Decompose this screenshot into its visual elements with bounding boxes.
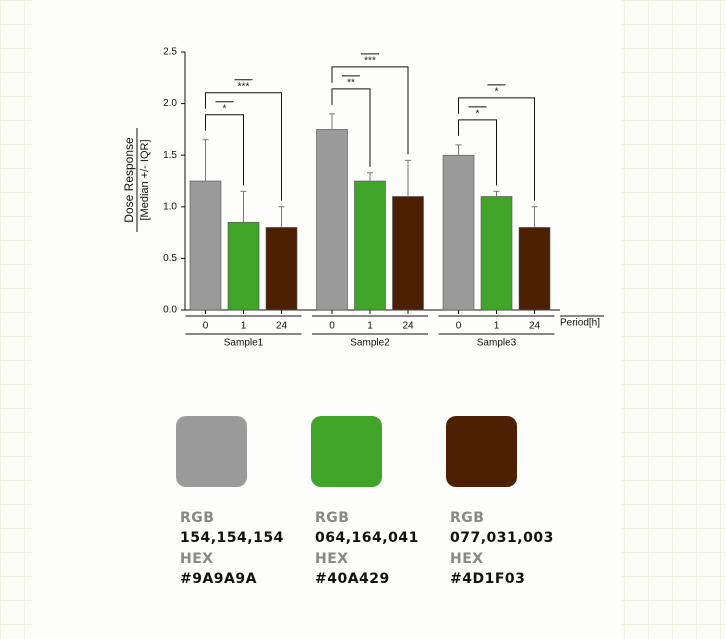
group-label: Sample3 (477, 338, 517, 349)
y-tick-label: 1.5 (163, 150, 177, 161)
period-label: 24 (529, 321, 541, 332)
y-tick-label: 0.0 (163, 305, 177, 316)
hex-label: HEX (450, 551, 484, 567)
y-label-group: Dose Response [Median +/- IQR] (122, 128, 151, 232)
period-label: 24 (276, 321, 288, 332)
bar (189, 180, 222, 311)
bar (518, 227, 551, 311)
bar (354, 180, 386, 311)
bar (480, 196, 513, 311)
significance-label: ** (347, 78, 355, 89)
significance-bracket (205, 114, 244, 186)
bar (265, 227, 298, 311)
period-label: 24 (402, 321, 414, 332)
swatch (446, 416, 517, 487)
y-tick-label: 2.5 (163, 47, 177, 58)
bar (227, 221, 260, 311)
period-label: 0 (456, 321, 462, 332)
bar (442, 154, 475, 311)
group-label: Sample1 (224, 338, 264, 349)
significance-label: *** (238, 81, 250, 92)
swatch (311, 416, 382, 487)
swatch (176, 416, 247, 487)
significance-label: * (476, 109, 480, 120)
rgb-value: 154,154,154 (180, 530, 284, 546)
rgb-label: RGB (315, 510, 349, 526)
hex-value: #4D1F03 (450, 571, 525, 587)
period-label: 1 (241, 321, 247, 332)
period-label: 0 (329, 321, 335, 332)
significance-bracket (458, 97, 535, 201)
significance-label: * (223, 103, 227, 114)
y-tick-label: 2.0 (163, 98, 177, 109)
rgb-value: 077,031,003 (450, 530, 554, 546)
bar (392, 196, 424, 311)
period-label: 1 (367, 321, 373, 332)
hex-value: #9A9A9A (180, 571, 257, 587)
significance-bracket (205, 92, 282, 201)
y-tick-label: 0.5 (163, 253, 177, 264)
rgb-label: RGB (180, 510, 214, 526)
period-label: 0 (203, 321, 209, 332)
significance-bracket (331, 88, 371, 167)
rgb-value: 064,164,041 (315, 530, 419, 546)
significance-bracket (458, 119, 497, 186)
significance-label: * (495, 87, 499, 98)
significance-bracket (331, 66, 409, 155)
y-tick-label: 1.0 (163, 201, 177, 212)
period-label: 1 (494, 321, 500, 332)
y-label: Dose Response (122, 137, 136, 223)
x-label: Period[h] (560, 318, 600, 329)
hex-value: #40A429 (315, 571, 390, 587)
group-label: Sample2 (350, 338, 390, 349)
hex-label: HEX (180, 551, 214, 567)
hex-label: HEX (315, 551, 349, 567)
card (32, 0, 622, 639)
significance-label: *** (364, 56, 376, 67)
rgb-label: RGB (450, 510, 484, 526)
y-label-2: [Median +/- IQR] (139, 139, 151, 220)
bar (316, 129, 348, 311)
